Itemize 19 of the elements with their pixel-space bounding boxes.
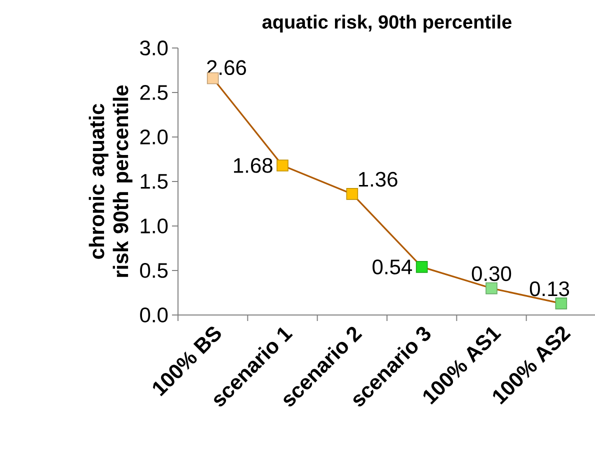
y-tick-label: 1.5 — [140, 174, 168, 189]
y-tick-label: 3.0 — [140, 40, 168, 56]
y-tick-label: 2.0 — [140, 130, 168, 144]
y-tick-label: 1.0 — [140, 218, 168, 234]
y-tick-label: 0.0 — [140, 308, 168, 322]
chart-title: aquatic risk, 90th percentile — [262, 14, 512, 32]
data-label: 1.68 — [234, 158, 272, 173]
data-label: 1.36 — [358, 172, 398, 187]
data-label: 0.13 — [530, 281, 570, 296]
point — [416, 261, 428, 273]
point — [555, 298, 568, 310]
data-label: 0.54 — [372, 259, 412, 274]
point — [346, 188, 358, 200]
data-label: 0.30 — [472, 266, 512, 282]
point — [276, 160, 288, 172]
y-tick-label: 0.5 — [140, 263, 168, 278]
y-axis-title: chronic aquatic risk 90th percentile — [88, 85, 132, 277]
y-tick-label: 2.5 — [140, 85, 168, 100]
point — [486, 282, 498, 294]
